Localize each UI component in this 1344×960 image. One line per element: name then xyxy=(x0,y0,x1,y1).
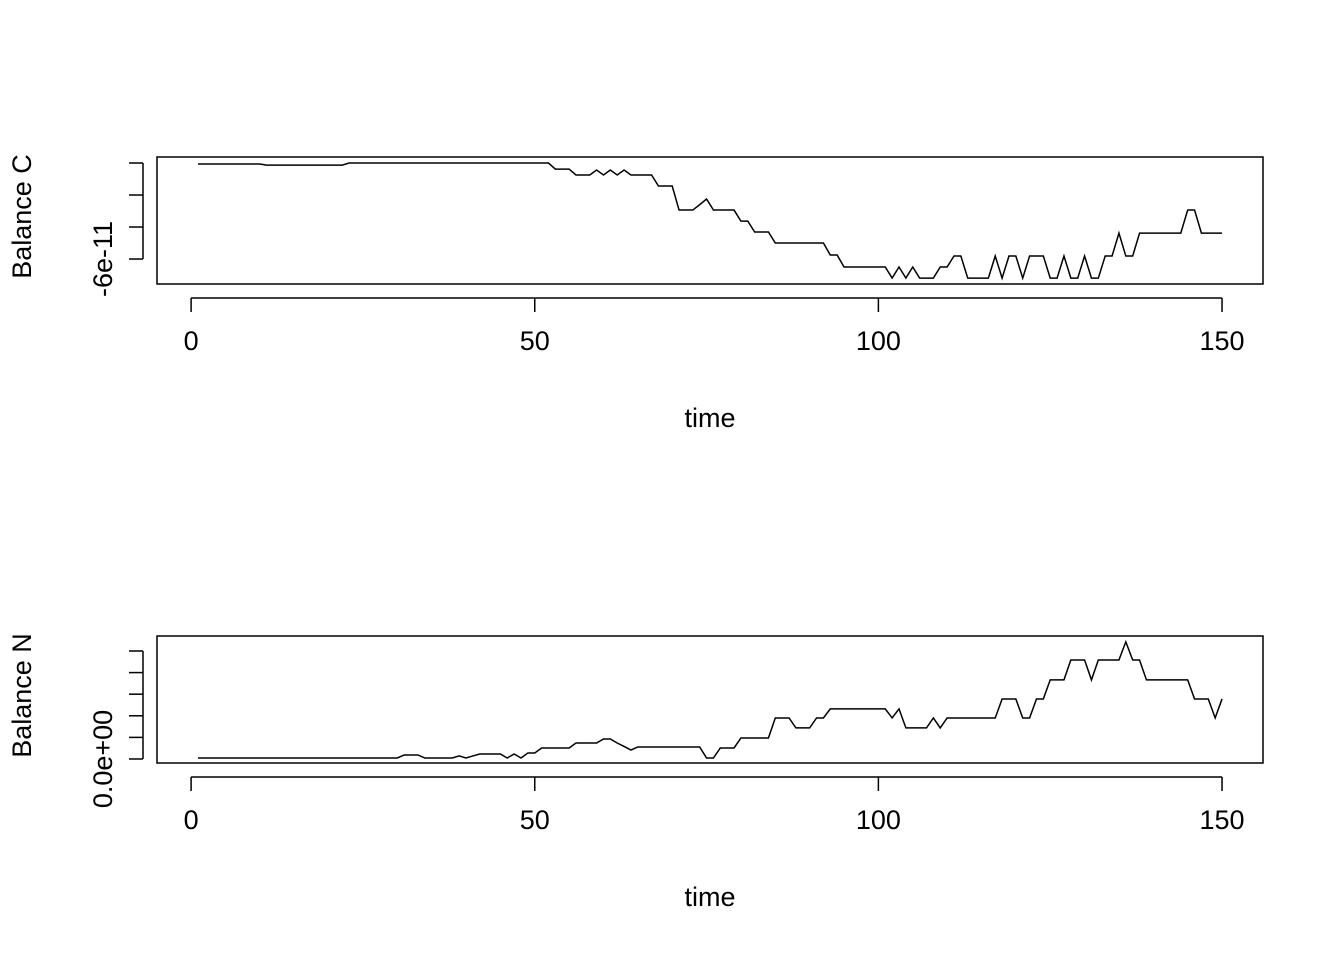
data-line xyxy=(197,639,1223,759)
plot-frame xyxy=(156,156,1264,285)
y-axis-title: Balance C xyxy=(7,154,37,279)
data-line xyxy=(197,162,1223,281)
x-tick-label: 0 xyxy=(184,326,199,356)
x-tick-label: 100 xyxy=(856,805,901,835)
x-tick-label: 150 xyxy=(1200,805,1245,835)
x-tick-label: 50 xyxy=(520,326,550,356)
y-tick-label: -6e-11 xyxy=(88,221,118,297)
x-axis-title: time xyxy=(684,403,735,433)
x-tick-label: 50 xyxy=(520,805,550,835)
x-axis-title: time xyxy=(684,882,735,912)
y-axis-title: Balance N xyxy=(7,633,37,758)
x-tick-label: 0 xyxy=(184,805,199,835)
x-tick-label: 150 xyxy=(1200,326,1245,356)
plot-frame xyxy=(156,635,1264,764)
y-tick-label: 0.0e+00 xyxy=(88,710,118,808)
x-tick-label: 100 xyxy=(856,326,901,356)
